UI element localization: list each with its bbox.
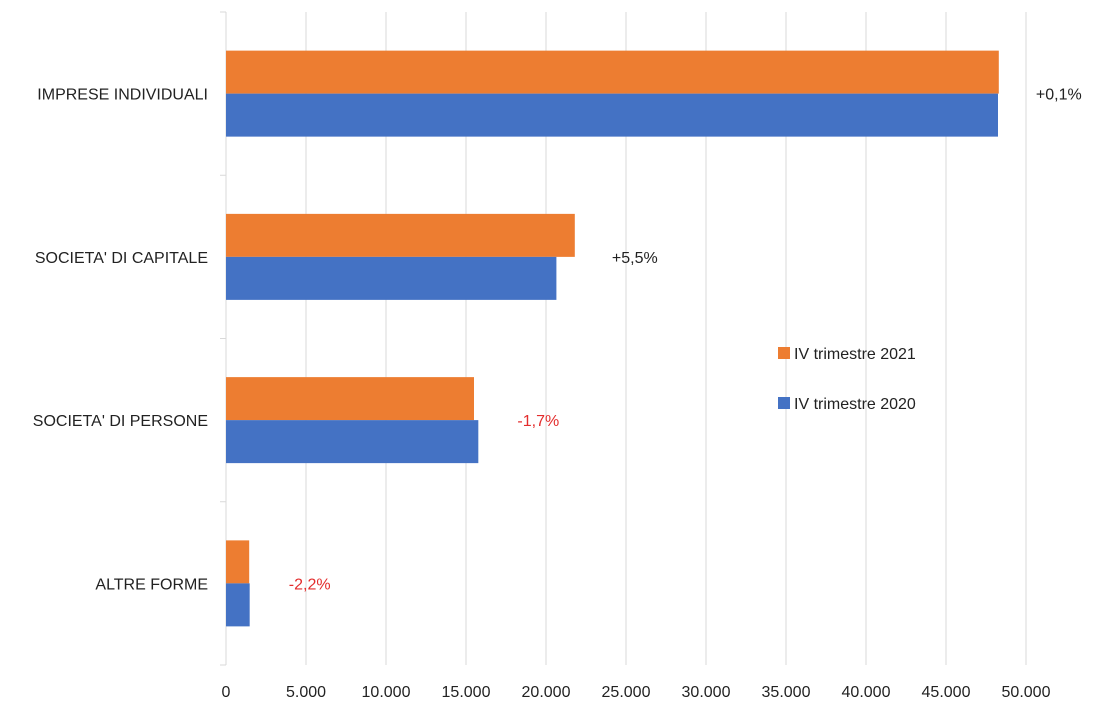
- x-tick-label-2: 10.000: [362, 684, 411, 701]
- bar-series2-1: [226, 256, 557, 300]
- bar-series2-0: [226, 93, 998, 137]
- x-tick-label-1: 5.000: [286, 684, 326, 701]
- x-tick-label-10: 50.000: [1002, 684, 1051, 701]
- x-tick-label-0: 0: [222, 684, 231, 701]
- x-tick-label-7: 35.000: [762, 684, 811, 701]
- category-label-3: ALTRE FORME: [95, 576, 208, 593]
- legend-label-1: IV trimestre 2020: [794, 396, 916, 413]
- legend-swatch-1: [778, 397, 790, 409]
- x-tick-label-3: 15.000: [442, 684, 491, 701]
- category-label-0: IMPRESE INDIVIDUALI: [37, 87, 208, 104]
- bar-series1-1: [226, 213, 575, 257]
- category-label-1: SOCIETA' DI CAPITALE: [35, 250, 208, 267]
- change-label-0: +0,1%: [1036, 87, 1082, 104]
- x-tick-label-9: 45.000: [922, 684, 971, 701]
- x-tick-label-5: 25.000: [602, 684, 651, 701]
- x-tick-label-4: 20.000: [522, 684, 571, 701]
- bar-series1-2: [226, 377, 474, 421]
- legend-label-0: IV trimestre 2021: [794, 346, 916, 363]
- change-label-3: -2,2%: [289, 576, 331, 593]
- bar-series1-3: [226, 540, 250, 584]
- bar-series2-3: [226, 583, 250, 627]
- bar-series2-2: [226, 420, 479, 464]
- change-label-1: +5,5%: [612, 250, 658, 267]
- category-label-2: SOCIETA' DI PERSONE: [33, 413, 208, 430]
- change-label-2: -1,7%: [517, 413, 559, 430]
- x-tick-label-8: 40.000: [842, 684, 891, 701]
- legend-swatch-0: [778, 347, 790, 359]
- bar-series1-0: [226, 50, 999, 94]
- x-tick-label-6: 30.000: [682, 684, 731, 701]
